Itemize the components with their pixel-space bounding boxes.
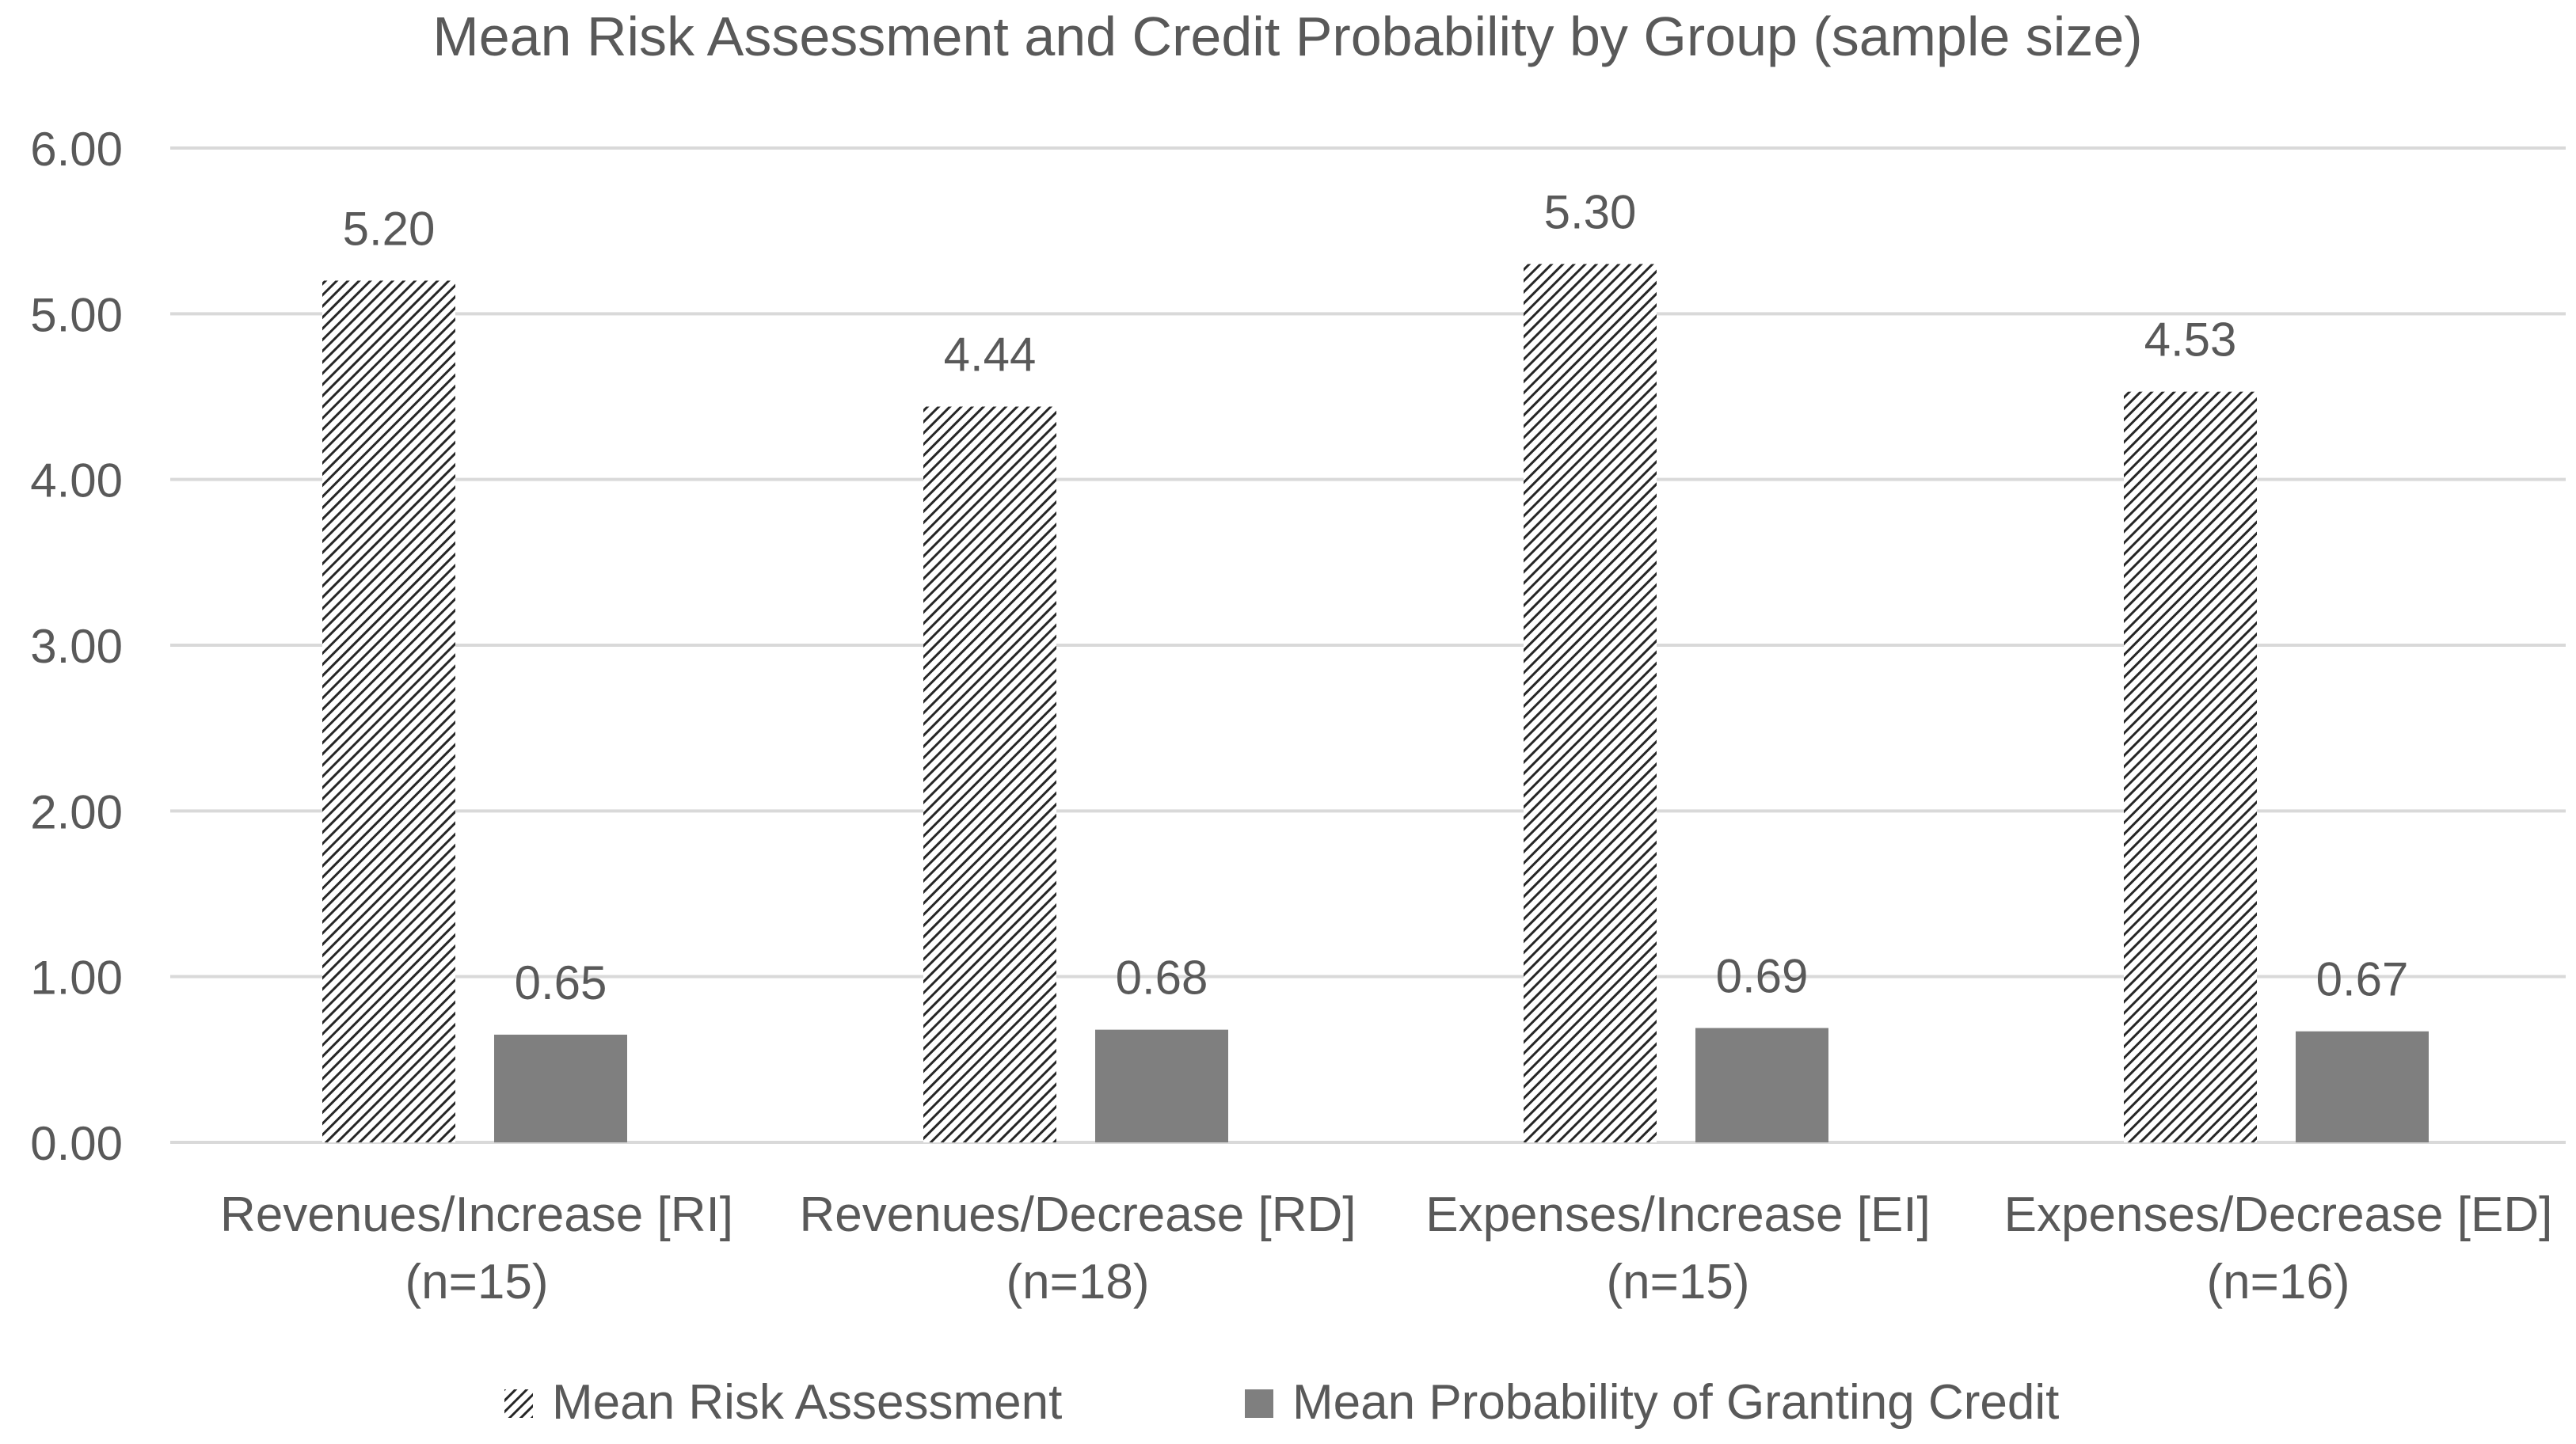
x-tick-label-2-1: (n=15) bbox=[1607, 1255, 1750, 1309]
risk-bar-2 bbox=[1524, 264, 1657, 1142]
credit-bar-3 bbox=[2296, 1031, 2429, 1142]
y-tick-label: 3.00 bbox=[30, 620, 123, 673]
legend-item-credit: Mean Probability of Granting Credit bbox=[1245, 1375, 2059, 1430]
legend-label-risk: Mean Risk Assessment bbox=[552, 1375, 1062, 1430]
x-tick-label-1-0: Revenues/Decrease [RD] bbox=[800, 1188, 1356, 1242]
x-tick-label-3-0: Expenses/Decrease [ED] bbox=[2004, 1188, 2553, 1242]
credit-data-label-2: 0.69 bbox=[1716, 950, 1809, 1003]
data-labels: 5.20 4.44 5.30 4.53 0.65 0.68 0.69 0.67 bbox=[343, 186, 2409, 1009]
y-tick-label: 2.00 bbox=[30, 785, 123, 838]
x-tick-label-3-1: (n=16) bbox=[2207, 1255, 2350, 1309]
x-tick-label-1-1: (n=18) bbox=[1006, 1255, 1150, 1309]
x-tick-label-0-1: (n=15) bbox=[405, 1255, 549, 1309]
bars bbox=[322, 264, 2429, 1143]
credit-bar-0 bbox=[494, 1034, 627, 1142]
legend: Mean Risk Assessment Mean Probability of… bbox=[504, 1375, 2059, 1430]
risk-bar-3 bbox=[2124, 391, 2257, 1143]
y-tick-label: 0.00 bbox=[30, 1117, 123, 1170]
credit-data-label-1: 0.68 bbox=[1116, 952, 1208, 1005]
legend-item-risk: Mean Risk Assessment bbox=[504, 1375, 1062, 1430]
legend-swatch-credit bbox=[1245, 1389, 1273, 1418]
y-tick-label: 6.00 bbox=[30, 123, 123, 176]
credit-data-label-0: 0.65 bbox=[515, 956, 607, 1009]
risk-data-label-0: 5.20 bbox=[343, 202, 436, 255]
x-tick-label-2-0: Expenses/Increase [EI] bbox=[1425, 1188, 1931, 1242]
risk-bar-1 bbox=[923, 406, 1056, 1142]
risk-data-label-1: 4.44 bbox=[944, 329, 1037, 382]
chart-title: Mean Risk Assessment and Credit Probabil… bbox=[432, 6, 2142, 67]
risk-data-label-2: 5.30 bbox=[1544, 186, 1637, 239]
risk-bar-0 bbox=[322, 280, 455, 1142]
credit-data-label-3: 0.67 bbox=[2316, 953, 2409, 1006]
x-tick-label-0-0: Revenues/Increase [RI] bbox=[220, 1188, 733, 1242]
y-axis-ticks: 0.00 1.00 2.00 3.00 4.00 5.00 6.00 bbox=[30, 123, 123, 1170]
legend-swatch-risk bbox=[504, 1389, 533, 1418]
y-tick-label: 4.00 bbox=[30, 454, 123, 507]
credit-bar-1 bbox=[1095, 1029, 1228, 1142]
credit-bar-2 bbox=[1695, 1028, 1828, 1142]
legend-label-credit: Mean Probability of Granting Credit bbox=[1292, 1375, 2059, 1430]
y-tick-label: 5.00 bbox=[30, 288, 123, 341]
y-tick-label: 1.00 bbox=[30, 952, 123, 1005]
x-axis-ticks: Revenues/Increase [RI] (n=15) Revenues/Dec… bbox=[220, 1188, 2552, 1309]
risk-data-label-3: 4.53 bbox=[2144, 314, 2237, 367]
